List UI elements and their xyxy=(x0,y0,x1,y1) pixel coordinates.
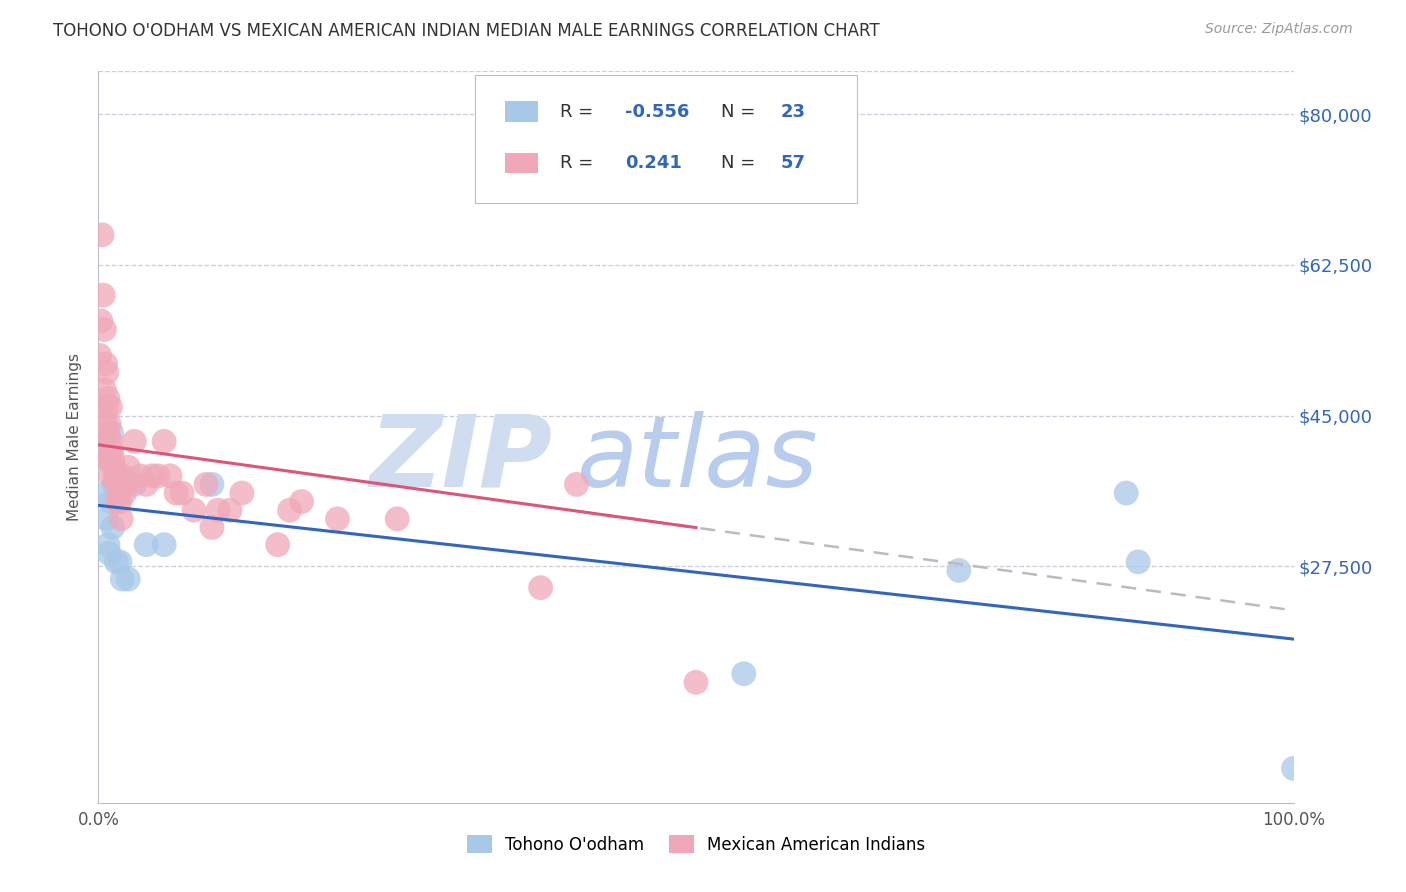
Point xyxy=(112,477,135,491)
Point xyxy=(98,434,122,449)
Point xyxy=(97,538,120,552)
Text: ZIP: ZIP xyxy=(370,410,553,508)
Point xyxy=(948,564,970,578)
Point xyxy=(565,477,588,491)
Point xyxy=(96,366,118,380)
Text: atlas: atlas xyxy=(576,410,818,508)
Point xyxy=(141,468,163,483)
Point xyxy=(129,468,152,483)
Point xyxy=(291,494,314,508)
Point xyxy=(97,451,120,466)
Point xyxy=(117,572,139,586)
Point xyxy=(110,512,132,526)
Point xyxy=(97,425,120,440)
Point xyxy=(172,486,194,500)
Point xyxy=(219,503,242,517)
Point xyxy=(685,168,707,182)
Text: Source: ZipAtlas.com: Source: ZipAtlas.com xyxy=(1205,22,1353,37)
Point xyxy=(94,357,117,371)
Point xyxy=(231,486,253,500)
Text: N =: N = xyxy=(721,103,761,120)
Point xyxy=(1115,486,1137,500)
Point xyxy=(100,425,122,440)
Point xyxy=(124,434,146,449)
Text: 0.241: 0.241 xyxy=(626,153,682,172)
Point xyxy=(207,503,229,517)
Point xyxy=(195,477,218,491)
Point xyxy=(101,520,124,534)
Point xyxy=(89,348,111,362)
Point xyxy=(96,486,118,500)
Point xyxy=(326,512,349,526)
Point xyxy=(98,468,122,483)
Point xyxy=(733,666,755,681)
Point xyxy=(201,520,224,534)
Point xyxy=(135,538,157,552)
Point xyxy=(97,392,120,406)
Point xyxy=(90,314,112,328)
Point xyxy=(104,468,127,483)
Point xyxy=(111,572,134,586)
Point xyxy=(115,477,138,491)
Point xyxy=(107,486,129,500)
Text: 57: 57 xyxy=(780,153,806,172)
Point xyxy=(96,512,118,526)
Point xyxy=(94,417,117,432)
Point xyxy=(1282,761,1305,775)
Point xyxy=(114,486,136,500)
Text: R =: R = xyxy=(560,153,605,172)
Point xyxy=(135,477,157,491)
Point xyxy=(105,468,128,483)
Point xyxy=(107,494,129,508)
Point xyxy=(148,468,170,483)
Point xyxy=(103,477,125,491)
Text: 23: 23 xyxy=(780,103,806,120)
Point xyxy=(153,538,176,552)
Point xyxy=(101,451,124,466)
Text: R =: R = xyxy=(560,103,599,120)
Point xyxy=(165,486,187,500)
Text: N =: N = xyxy=(721,153,761,172)
FancyBboxPatch shape xyxy=(475,75,858,203)
Point xyxy=(98,417,121,432)
Point xyxy=(201,477,224,491)
Legend: Tohono O'odham, Mexican American Indians: Tohono O'odham, Mexican American Indians xyxy=(460,829,932,860)
Point xyxy=(159,468,181,483)
Point xyxy=(91,227,114,242)
Point xyxy=(105,555,128,569)
Point xyxy=(108,494,131,508)
Point xyxy=(96,400,118,414)
Point xyxy=(108,555,131,569)
Y-axis label: Median Male Earnings: Median Male Earnings xyxy=(67,353,83,521)
FancyBboxPatch shape xyxy=(505,102,538,122)
Point xyxy=(124,477,146,491)
Point xyxy=(103,460,125,475)
Point xyxy=(385,512,409,526)
Point xyxy=(278,503,301,517)
Point xyxy=(183,503,205,517)
Point xyxy=(93,383,115,397)
Point xyxy=(98,494,122,508)
Point xyxy=(98,546,121,560)
Point xyxy=(91,288,114,302)
Point xyxy=(530,581,553,595)
Text: -0.556: -0.556 xyxy=(626,103,690,120)
Point xyxy=(117,460,139,475)
Point xyxy=(111,468,134,483)
FancyBboxPatch shape xyxy=(505,153,538,173)
Point xyxy=(1128,555,1150,569)
Point xyxy=(153,434,176,449)
Point xyxy=(91,434,114,449)
Point xyxy=(100,442,122,457)
Point xyxy=(93,322,115,336)
Point xyxy=(93,451,115,466)
Point xyxy=(94,442,117,457)
Point xyxy=(98,451,121,466)
Point xyxy=(98,400,122,414)
Point xyxy=(107,477,129,491)
Point xyxy=(91,400,114,414)
Point xyxy=(685,675,707,690)
Point xyxy=(267,538,290,552)
Text: TOHONO O'ODHAM VS MEXICAN AMERICAN INDIAN MEDIAN MALE EARNINGS CORRELATION CHART: TOHONO O'ODHAM VS MEXICAN AMERICAN INDIA… xyxy=(53,22,880,40)
